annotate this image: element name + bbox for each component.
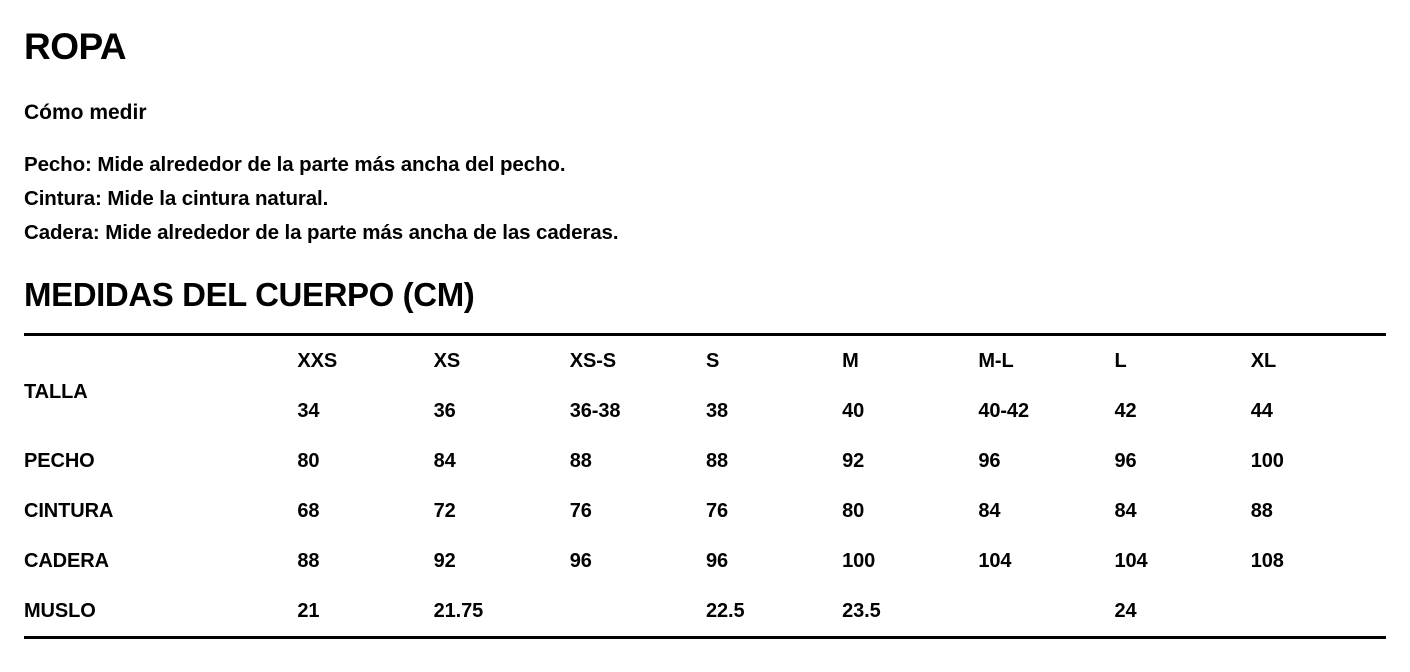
cell-muslo-l: 24 [1114, 586, 1251, 639]
cell-pecho-s: 88 [705, 450, 728, 472]
cell-cintura-l: 84 [1114, 500, 1137, 522]
size-number-xl: 44 [1250, 400, 1273, 422]
size-chart-head: TALLA XXS XS XS-S S M M-L L XL 34 36 36-… [24, 333, 1386, 436]
cell-cintura-m-l: 84 [978, 500, 1001, 522]
cell-cadera-xs: 92 [433, 550, 456, 572]
table-header-top-rule: TALLA XXS XS XS-S S M M-L L XL [24, 333, 1386, 436]
size-letter-xs: XS [433, 333, 570, 386]
size-number-xxs: 34 [297, 400, 320, 422]
size-number-m: 40 [842, 400, 865, 422]
row-label-pecho: PECHO [24, 450, 95, 472]
cell-cintura-s: 76 [705, 500, 728, 522]
cell-muslo-s: 22.5 [705, 586, 843, 639]
cell-cadera-xl: 108 [1250, 550, 1284, 572]
cell-muslo-xs-s [569, 586, 706, 639]
table-row: CINTURA 68 72 76 76 80 84 84 88 [24, 486, 1386, 536]
size-number-row: 34 36 36-38 38 40 40-42 42 44 [24, 386, 1386, 436]
size-letter-xs-s: XS-S [569, 333, 706, 386]
cell-pecho-xxs: 80 [297, 450, 320, 472]
size-letter-m: M [842, 333, 979, 386]
cell-cadera-xxs: 88 [297, 550, 320, 572]
size-number-xs-s: 36-38 [569, 400, 621, 422]
size-number-m-l: 40-42 [978, 400, 1029, 422]
table-row: PECHO 80 84 88 88 92 96 96 100 [24, 436, 1386, 486]
cell-cadera-s: 96 [705, 550, 728, 572]
size-number-xs: 36 [433, 400, 456, 422]
cell-cadera-m: 100 [842, 550, 876, 572]
cell-muslo-xs: 21.75 [433, 586, 570, 639]
row-label-cintura: CINTURA [24, 500, 114, 522]
size-chart-table: TALLA XXS XS XS-S S M M-L L XL 34 36 36-… [24, 333, 1386, 639]
cell-cintura-xs: 72 [433, 500, 456, 522]
row-label-cadera: CADERA [24, 550, 109, 572]
cell-cadera-xs-s: 96 [569, 550, 592, 572]
table-row: CADERA 88 92 96 96 100 104 104 108 [24, 536, 1386, 586]
cell-cadera-l: 104 [1114, 550, 1148, 572]
measure-instructions-list: Pecho: Mide alrededor de la parte más an… [24, 123, 1386, 250]
size-chart-body: PECHO 80 84 88 88 92 96 96 100 CINTURA 6… [24, 436, 1386, 639]
size-letter-s: S [705, 333, 843, 386]
cell-muslo-m-l [978, 586, 1115, 639]
cell-cintura-xs-s: 76 [569, 500, 592, 522]
measure-instruction-pecho: Pecho: Mide alrededor de la parte más an… [24, 153, 566, 176]
cell-muslo-m: 23.5 [842, 586, 979, 639]
cell-pecho-xl: 100 [1250, 450, 1284, 472]
size-number-s: 38 [705, 400, 728, 422]
cell-pecho-m-l: 96 [978, 450, 1001, 472]
cell-muslo-xxs: 21 [297, 586, 434, 639]
size-letter-xxs: XXS [297, 333, 434, 386]
body-measurements-title: MEDIDAS DEL CUERPO (CM) [24, 276, 475, 313]
cell-muslo-xl [1250, 586, 1386, 639]
measure-instruction-cintura: Cintura: Mide la cintura natural. [24, 187, 329, 210]
cell-cadera-m-l: 104 [978, 550, 1012, 572]
page-title: ROPA [24, 26, 127, 67]
cell-pecho-m: 92 [842, 450, 865, 472]
cell-cintura-xxs: 68 [297, 500, 320, 522]
table-row: MUSLO 21 21.75 22.5 23.5 24 [24, 586, 1386, 639]
size-letter-l: L [1114, 333, 1251, 386]
size-number-l: 42 [1114, 400, 1137, 422]
size-letter-m-l: M-L [978, 333, 1115, 386]
cell-cintura-xl: 88 [1250, 500, 1273, 522]
cell-pecho-xs-s: 88 [569, 450, 592, 472]
row-label-muslo: MUSLO [24, 586, 298, 639]
size-letter-xl: XL [1250, 333, 1386, 386]
cell-pecho-l: 96 [1114, 450, 1137, 472]
cell-cintura-m: 80 [842, 500, 865, 522]
measure-instruction-cadera: Cadera: Mide alrededor de la parte más a… [24, 221, 619, 244]
table-header-talla: TALLA [24, 333, 298, 436]
cell-pecho-xs: 84 [433, 450, 456, 472]
how-to-measure-subtitle: Cómo medir [24, 101, 147, 124]
